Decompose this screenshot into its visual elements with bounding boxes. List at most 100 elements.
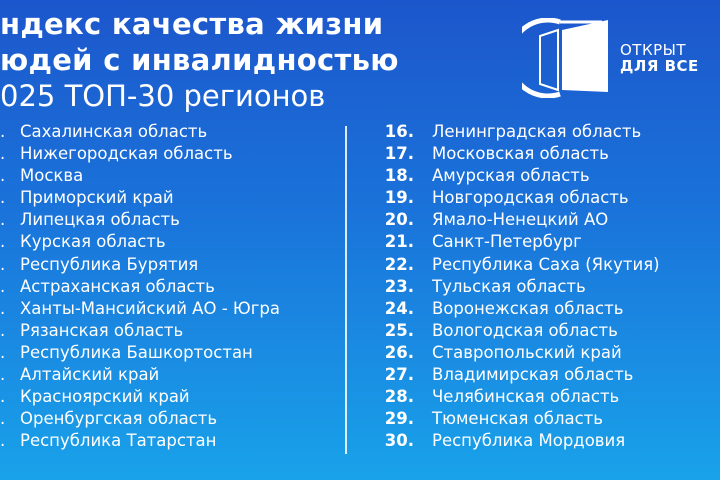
region-name: Сахалинская область	[20, 122, 208, 141]
rank-number: .	[0, 188, 6, 208]
region-name: Курская область	[20, 232, 166, 252]
rank-number: .	[0, 387, 6, 407]
region-name: Амурская область	[432, 166, 590, 186]
list-item: 23. Тульская область	[360, 276, 720, 298]
list-item: . Астраханская область	[0, 276, 340, 298]
region-name: Республика Саха (Якутия)	[432, 254, 660, 274]
list-item: 24. Воронежская область	[360, 298, 720, 320]
region-name: Липецкая область	[20, 210, 180, 230]
region-name: Новгородская область	[432, 188, 629, 208]
rank-number: 27.	[384, 365, 414, 385]
rank-number: .	[0, 409, 6, 429]
rank-number: .	[0, 365, 6, 385]
region-name: Челябинская область	[432, 387, 620, 407]
logo: ОТКРЫТ ДЛЯ ВСЕ	[522, 18, 720, 98]
page-title: ндекс качества жизни юдей с инвалидность…	[0, 6, 399, 114]
list-item: 28. Челябинская область	[360, 386, 720, 408]
region-name: Воронежская область	[432, 298, 624, 318]
rank-number: .	[0, 320, 6, 340]
region-name: Алтайский край	[20, 365, 160, 385]
region-name: Красноярский край	[20, 387, 190, 407]
rank-number: .	[0, 342, 6, 362]
rank-number: 22.	[384, 254, 414, 274]
list-item: 29. Тюменская область	[360, 408, 720, 430]
region-name: Москва	[20, 166, 84, 186]
column-divider	[345, 126, 347, 454]
region-name: Московская область	[432, 144, 609, 164]
list-item: . Рязанская область	[0, 320, 340, 342]
rank-number: 20.	[384, 210, 414, 230]
list-item: . Нижегородская область	[0, 143, 340, 165]
rank-number: 29.	[384, 409, 414, 429]
list-item: . Ханты-Мансийский АО - Югра	[0, 298, 340, 320]
list-item: 21. Санкт-Петербург	[360, 231, 720, 253]
rank-number: .	[0, 210, 6, 230]
list-item: 27. Владимирская область	[360, 364, 720, 386]
list-item: 16. Ленинградская область	[360, 121, 720, 143]
logo-line-1: ОТКРЫТ	[620, 41, 687, 59]
region-name: Оренбургская область	[20, 409, 218, 429]
rank-number: .	[0, 254, 6, 274]
list-item: 18. Амурская область	[360, 165, 720, 187]
list-item: . Красноярский край	[0, 386, 340, 408]
region-name: Ставропольский край	[432, 342, 622, 362]
rank-number: 24.	[384, 298, 414, 318]
title-line-3: 025 ТОП-30 регионов	[0, 79, 326, 113]
region-name: Санкт-Петербург	[432, 232, 582, 252]
list-item: 20. Ямало-Ненецкий АО	[360, 209, 720, 231]
rank-number: .	[0, 431, 6, 451]
logo-line-2: ДЛЯ ВСЕ	[620, 57, 699, 75]
list-item: . Республика Татарстан	[0, 430, 340, 452]
region-name: Республика Татарстан	[20, 431, 217, 451]
region-name: Астраханская область	[20, 276, 215, 296]
rank-number: 19.	[384, 188, 414, 208]
rank-number: 18.	[384, 166, 414, 186]
rank-number: .	[0, 144, 6, 164]
list-item: . Москва	[0, 165, 340, 187]
rank-number: 30.	[384, 431, 414, 451]
list-item: 17. Московская область	[360, 143, 720, 165]
list-item: . Республика Бурятия	[0, 254, 340, 276]
rank-number: .	[0, 166, 6, 186]
region-name: Ямало-Ненецкий АО	[432, 210, 609, 230]
rank-number: .	[0, 298, 6, 318]
rank-number: 25.	[384, 320, 414, 340]
rank-number: 17.	[384, 144, 414, 164]
region-name: Приморский край	[20, 188, 174, 208]
rank-number: .	[0, 232, 6, 252]
rank-number: 23.	[384, 276, 414, 296]
ranking-list-right: 16. Ленинградская область 17. Московская об…	[360, 121, 720, 452]
region-name: Рязанская область	[20, 320, 184, 340]
list-item: 22. Республика Саха (Якутия)	[360, 254, 720, 276]
list-item: . Курская область	[0, 231, 340, 253]
region-name: Республика Бурятия	[20, 254, 199, 274]
ranking-list-left: . Сахалинская область. Нижегородская облас…	[0, 121, 340, 452]
list-item: . Сахалинская область	[0, 121, 340, 143]
rank-number: 28.	[384, 387, 414, 407]
title-line-2: юдей с инвалидностью	[0, 43, 399, 77]
title-line-1: ндекс качества жизни	[0, 7, 384, 41]
region-name: Владимирская область	[432, 365, 634, 385]
region-name: Вологодская область	[432, 320, 618, 340]
rank-number: .	[0, 122, 6, 141]
region-name: Тульская область	[432, 276, 586, 296]
list-item: 26. Ставропольский край	[360, 342, 720, 364]
rank-number: 16.	[384, 122, 414, 141]
rank-number: 26.	[384, 342, 414, 362]
list-item: 30. Республика Мордовия	[360, 430, 720, 452]
list-item: . Липецкая область	[0, 209, 340, 231]
region-name: Нижегородская область	[20, 144, 233, 164]
rank-number: 21.	[384, 232, 414, 252]
list-item: . Оренбургская область	[0, 408, 340, 430]
region-name: Ханты-Мансийский АО - Югра	[20, 298, 280, 318]
list-item: . Приморский край	[0, 187, 340, 209]
list-item: 25. Вологодская область	[360, 320, 720, 342]
list-item: . Алтайский край	[0, 364, 340, 386]
region-name: Ленинградская область	[432, 122, 642, 141]
region-name: Тюменская область	[432, 409, 604, 429]
region-name: Республика Башкортостан	[20, 342, 253, 362]
rank-number: .	[0, 276, 6, 296]
region-name: Республика Мордовия	[432, 431, 626, 451]
list-item: 19. Новгородская область	[360, 187, 720, 209]
list-item: . Республика Башкортостан	[0, 342, 340, 364]
